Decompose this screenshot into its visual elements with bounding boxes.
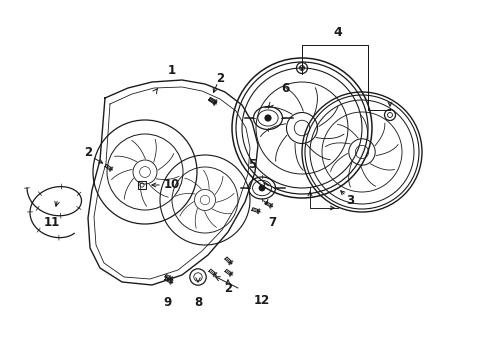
Text: 5: 5: [247, 158, 256, 171]
Circle shape: [259, 185, 264, 191]
Circle shape: [264, 115, 270, 121]
Text: 12: 12: [253, 293, 269, 306]
Text: 10: 10: [163, 179, 180, 192]
Text: 11: 11: [44, 216, 60, 229]
Text: 2: 2: [224, 282, 232, 294]
Text: 3: 3: [345, 194, 353, 207]
Text: 1: 1: [167, 63, 176, 77]
Bar: [138, 181, 145, 189]
Text: 7: 7: [267, 216, 276, 229]
Text: 9: 9: [163, 296, 172, 309]
Text: 2: 2: [84, 145, 92, 158]
Text: 2: 2: [216, 72, 224, 85]
Text: 6: 6: [280, 81, 288, 94]
Text: 4: 4: [333, 26, 342, 39]
Text: 8: 8: [193, 296, 202, 309]
